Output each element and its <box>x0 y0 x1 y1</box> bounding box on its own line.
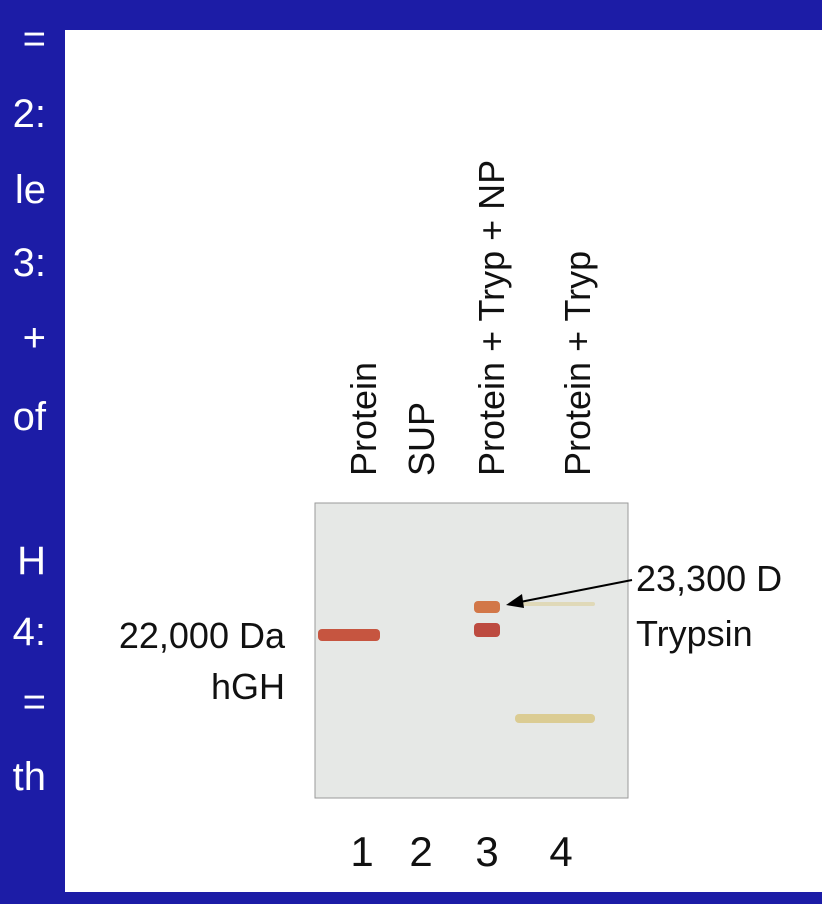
slide: =2:le3:+ofH4:=th 22,000 Da hGH 23,300 D … <box>0 0 822 904</box>
band <box>515 602 595 606</box>
lane-number: 2 <box>409 828 432 875</box>
band <box>515 714 595 723</box>
marker-name: hGH <box>211 666 285 707</box>
lane-label: Protein + Tryp <box>557 251 598 476</box>
band <box>474 601 500 613</box>
side-line: 3: <box>13 241 46 285</box>
side-line: 4: <box>13 610 46 654</box>
marker-size: 22,000 Da <box>119 615 286 656</box>
side-line: H <box>17 539 46 583</box>
marker-name: Trypsin <box>636 613 753 654</box>
lane-label: Protein + Tryp + NP <box>471 160 512 476</box>
side-line: le <box>15 168 46 212</box>
side-line: = <box>23 680 46 724</box>
lane-number: 1 <box>350 828 373 875</box>
page: {"left_text": ["=", "2:", "le", "3:", "+… <box>0 0 822 904</box>
lane-label: Protein <box>343 362 384 476</box>
band <box>318 629 380 641</box>
side-line: 2: <box>13 92 46 136</box>
band <box>474 623 500 637</box>
side-line: + <box>23 316 46 360</box>
gel-image <box>315 503 628 798</box>
marker-size: 23,300 D <box>636 558 782 599</box>
side-line: = <box>23 17 46 61</box>
side-line: of <box>13 395 47 439</box>
lane-label: SUP <box>401 402 442 476</box>
lane-number: 3 <box>475 828 498 875</box>
side-line: th <box>13 755 46 799</box>
lane-number: 4 <box>549 828 572 875</box>
